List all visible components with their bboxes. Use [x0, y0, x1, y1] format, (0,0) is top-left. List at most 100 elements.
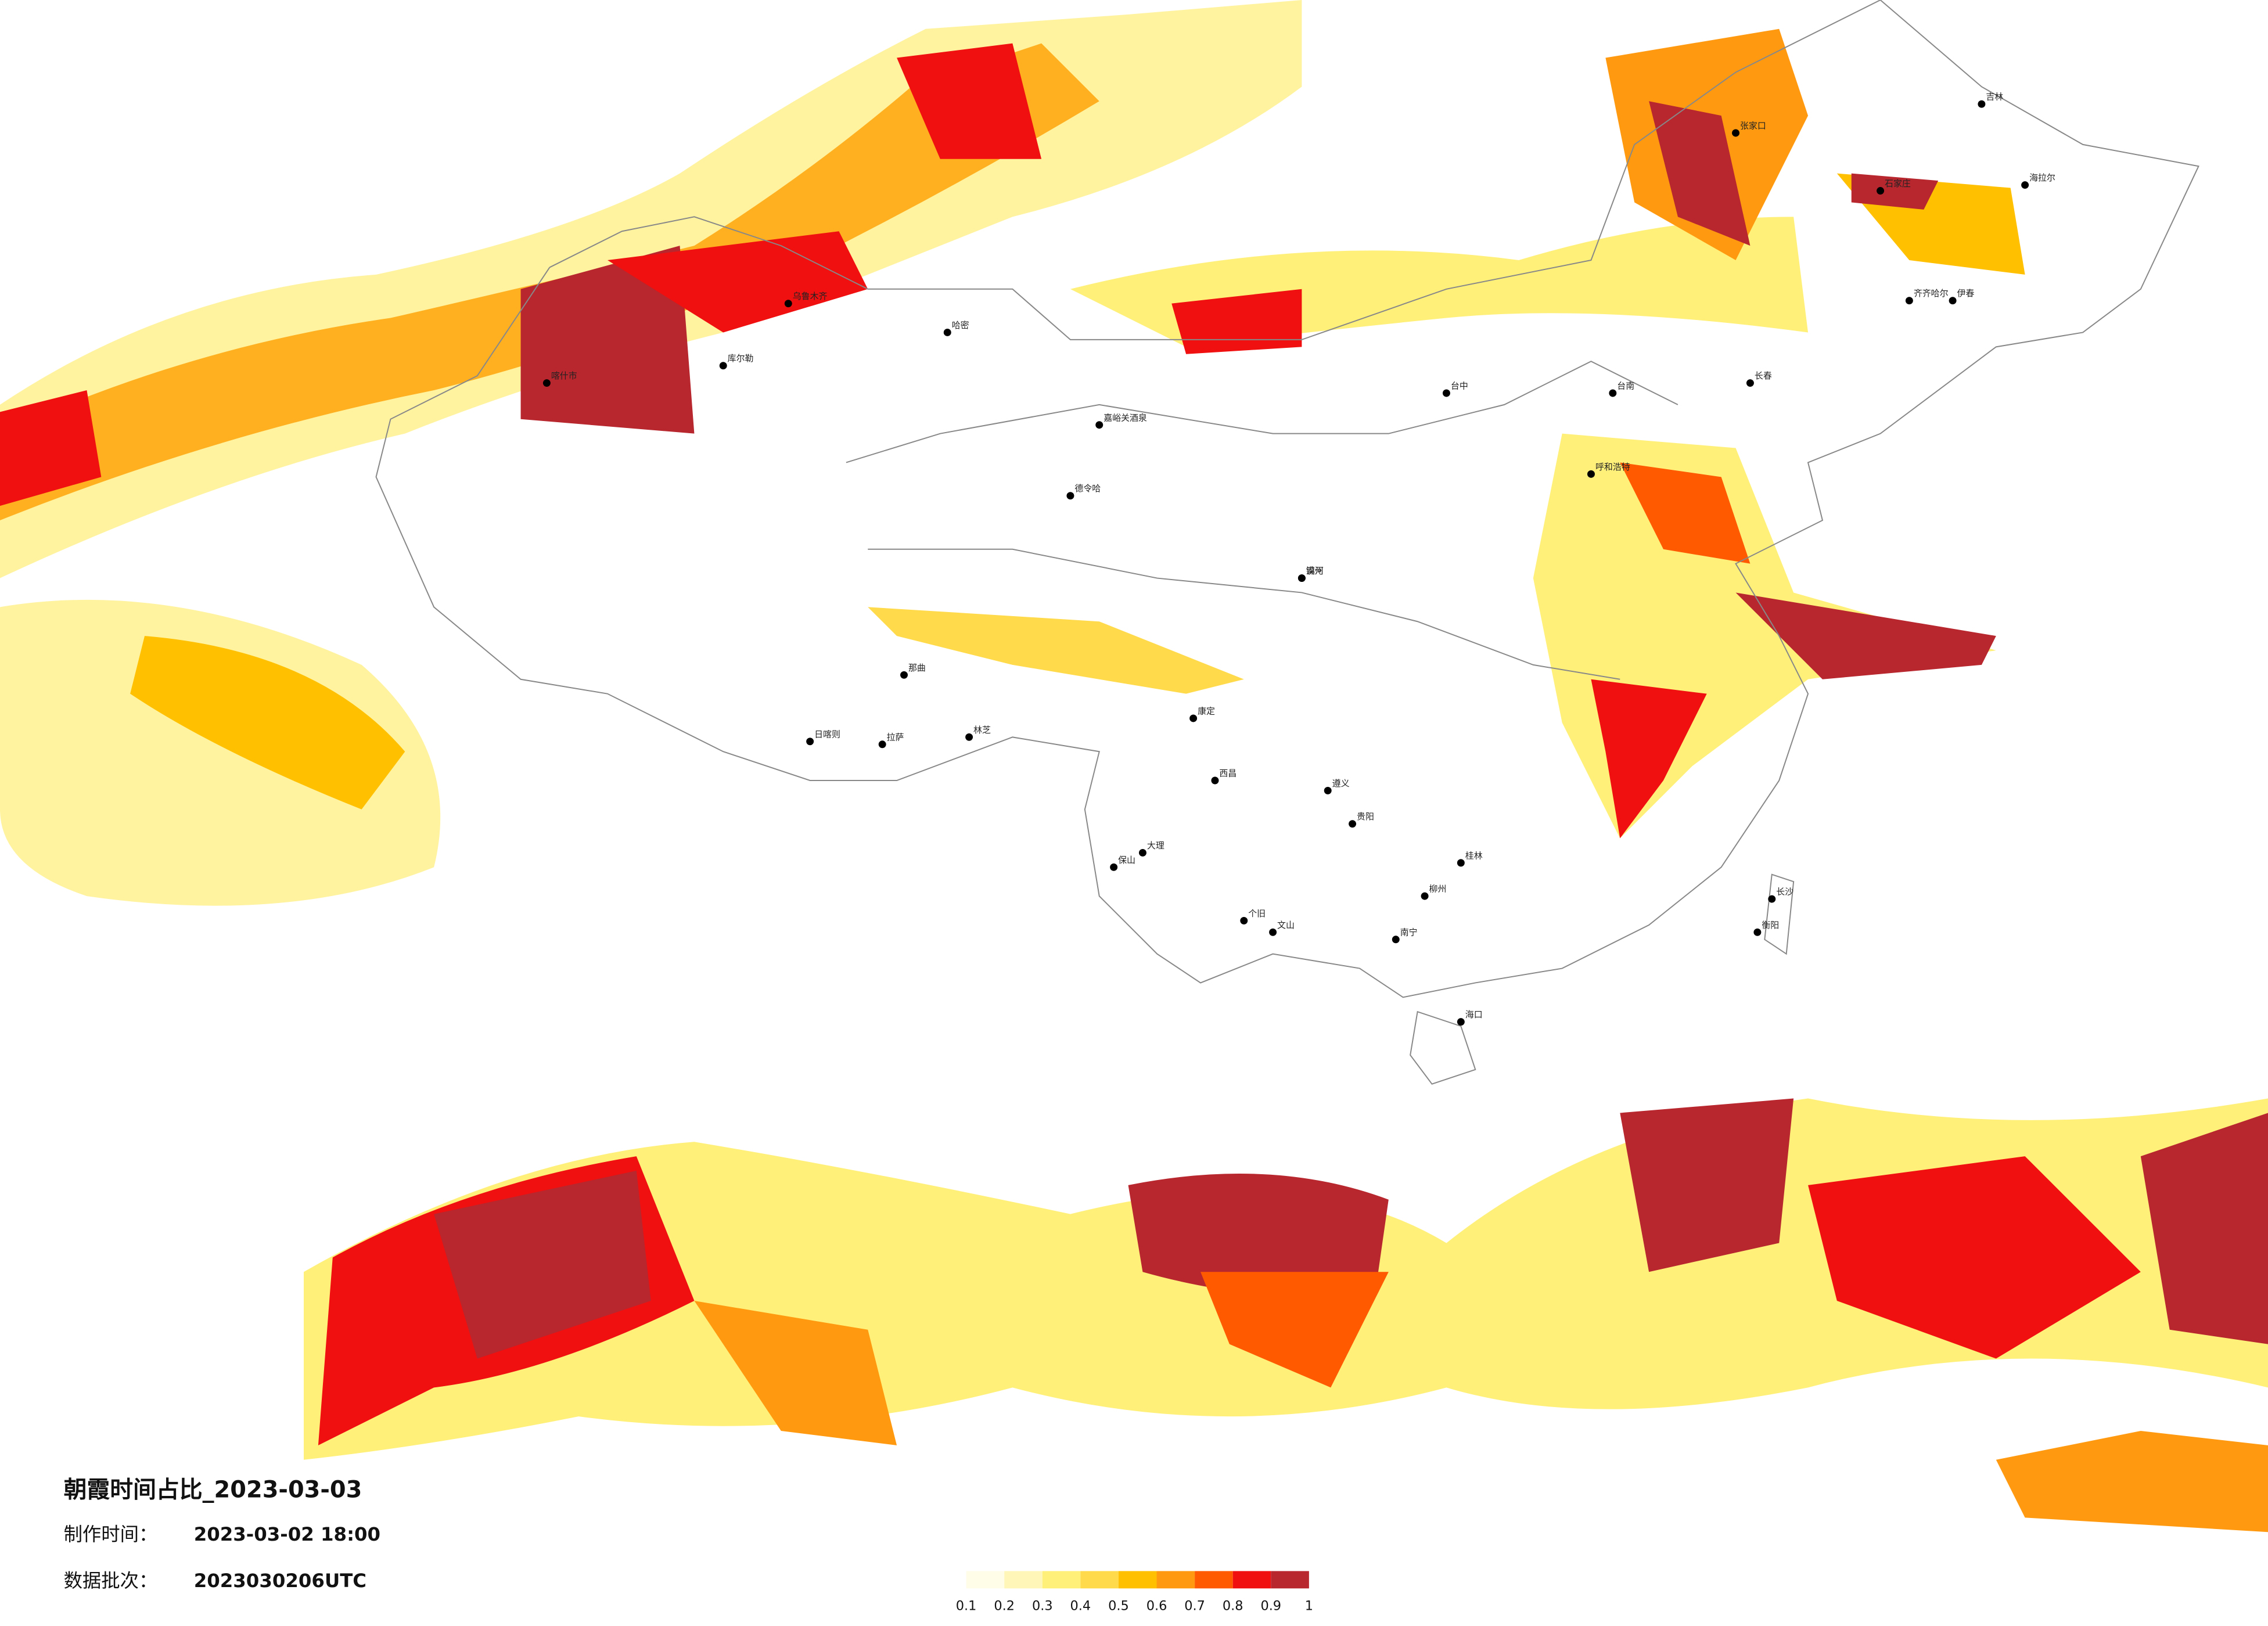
city-label: 乌鲁木齐	[793, 291, 828, 301]
city-label: 德令哈	[1074, 483, 1101, 494]
city-label: 台中	[1451, 381, 1468, 391]
city-label: 遵义	[1332, 778, 1350, 789]
legend-swatch	[1004, 1571, 1043, 1589]
info-value: 2023-03-02 18:00	[194, 1523, 380, 1545]
city-label: 嘉峪关酒泉	[1104, 412, 1147, 423]
city-dot	[878, 740, 886, 749]
info-label: 制作时间：	[64, 1523, 158, 1545]
city-label: 漠河	[1306, 566, 1324, 576]
city-dot	[1877, 187, 1885, 195]
city-label: 长沙	[1776, 887, 1793, 897]
city-dot	[1978, 100, 1986, 108]
city-dot	[1392, 936, 1400, 944]
city-label: 呼和浩特	[1595, 462, 1630, 472]
city-dot	[1746, 379, 1754, 387]
legend-tick-label: 0.3	[1032, 1599, 1053, 1614]
borders	[375, 0, 2199, 1085]
city-dot	[1587, 470, 1595, 478]
city-dot	[943, 328, 951, 336]
city-label: 保山	[1118, 855, 1135, 865]
city-label: 海拉尔	[2029, 172, 2055, 183]
field	[0, 0, 2268, 1533]
city-label: 长春	[1755, 370, 1772, 381]
city-dot	[1211, 776, 1219, 785]
city-label: 锦州	[1306, 566, 1324, 576]
city-label: 齐齐哈尔	[1914, 288, 1949, 298]
city-dot	[1949, 297, 1957, 305]
legend-swatch	[966, 1571, 1005, 1589]
legend: 0.1 0.2 0.3 0.4 0.5 0.6 0.7 0.8 0.9 1	[956, 1571, 1313, 1614]
city-dot	[1768, 895, 1776, 903]
legend-swatch	[1042, 1571, 1081, 1589]
city-dot	[1189, 714, 1198, 722]
legend-swatch	[1195, 1571, 1233, 1589]
city-label: 衡阳	[1762, 920, 1779, 930]
legend-tick-label: 0.1	[956, 1599, 977, 1614]
city-label: 张家口	[1740, 121, 1766, 131]
city-label: 台南	[1617, 381, 1634, 391]
city-dot	[806, 738, 814, 746]
city-label: 伊春	[1957, 288, 1975, 298]
city-dot	[1421, 892, 1429, 900]
title: 朝霞时间占比_2023-03-03	[64, 1477, 362, 1503]
city-dot	[719, 362, 727, 370]
city-label: 林芝	[973, 725, 991, 735]
city-dot	[1297, 574, 1306, 582]
city-label: 贵阳	[1357, 811, 1374, 822]
legend-swatch	[1080, 1571, 1119, 1589]
legend-tick-label: 0.8	[1223, 1599, 1243, 1614]
legend-swatch	[1271, 1571, 1309, 1589]
legend-swatch	[1156, 1571, 1195, 1589]
city-dot	[1609, 389, 1617, 397]
city-label: 石家庄	[1885, 178, 1911, 189]
city-dot	[1349, 820, 1357, 828]
city-dot	[1138, 848, 1146, 857]
city-dot	[1269, 928, 1277, 936]
city-label: 西昌	[1219, 768, 1237, 779]
info-value: 2023030206UTC	[194, 1570, 366, 1592]
city-dot	[900, 671, 908, 679]
info-label: 数据批次：	[64, 1570, 158, 1592]
city-dot	[1905, 297, 1913, 305]
legend-tick-label: 0.6	[1146, 1599, 1167, 1614]
city-label: 南宁	[1400, 927, 1418, 937]
city-dot	[2021, 181, 2029, 189]
city-dot	[1457, 1018, 1465, 1026]
legend-tick-label: 0.7	[1184, 1599, 1205, 1614]
city-label: 日喀则	[814, 729, 840, 739]
legend-swatch	[1118, 1571, 1157, 1589]
city-dot	[784, 300, 792, 308]
city-dot	[542, 379, 551, 387]
city-dot	[1753, 928, 1762, 936]
city-label: 康定	[1198, 706, 1215, 717]
legend-tick-label: 0.2	[994, 1599, 1015, 1614]
city-label: 大理	[1147, 840, 1164, 851]
legend-tick-label: 0.4	[1070, 1599, 1091, 1614]
city-dot	[1457, 859, 1465, 867]
legend-tick-label: 0.9	[1260, 1599, 1281, 1614]
city-dot	[1066, 492, 1074, 500]
legend-tick-label: 0.5	[1108, 1599, 1129, 1614]
city-label: 文山	[1277, 920, 1295, 930]
city-label: 海口	[1465, 1009, 1483, 1020]
city-label: 桂林	[1465, 850, 1483, 861]
city-label: 哈密	[952, 320, 969, 330]
city-dot	[1110, 863, 1118, 871]
city-label: 库尔勒	[728, 353, 754, 364]
city-label: 吉林	[1986, 92, 2003, 102]
legend-tick-label: 1	[1305, 1599, 1313, 1614]
city-label: 个旧	[1248, 908, 1266, 919]
city-dot	[1240, 916, 1248, 924]
city-label: 柳州	[1429, 884, 1447, 894]
city-dot	[1095, 421, 1104, 429]
city-dot	[1732, 129, 1739, 137]
city-label: 那曲	[908, 663, 926, 673]
city-dot	[1442, 389, 1450, 397]
city-dot	[965, 733, 973, 741]
city-label: 拉萨	[887, 732, 904, 742]
legend-swatch	[1232, 1571, 1271, 1589]
city-label: 喀什市	[551, 370, 577, 381]
